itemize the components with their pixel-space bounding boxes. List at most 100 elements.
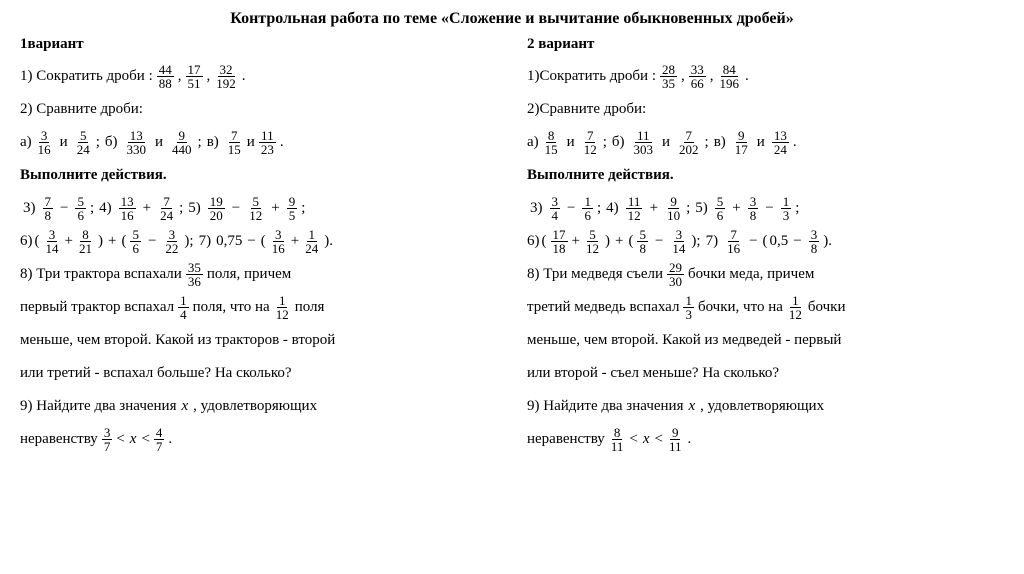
num: 44 <box>157 63 174 77</box>
plus: + <box>143 195 151 222</box>
num: 5 <box>587 228 598 242</box>
num: 7 <box>43 195 54 209</box>
num: 1 <box>683 294 694 308</box>
frac: 14 <box>178 294 189 321</box>
num: 5 <box>78 129 89 143</box>
dot: . <box>168 426 172 453</box>
q6-label: 6) <box>527 228 540 255</box>
den: 4 <box>178 308 189 321</box>
frac: 712 <box>582 129 599 156</box>
den: 8 <box>748 209 759 222</box>
frac: 715 <box>226 129 243 156</box>
semi: ; <box>179 195 183 222</box>
num: 13 <box>119 195 136 209</box>
num: 5 <box>637 228 648 242</box>
num: 3 <box>47 228 58 242</box>
num: 9 <box>736 129 747 143</box>
dot: . <box>280 129 284 156</box>
dot: . <box>793 129 797 156</box>
den: 6 <box>715 209 726 222</box>
den: 8 <box>637 242 648 255</box>
txt: поля, причем <box>207 261 291 288</box>
frac: 910 <box>665 195 682 222</box>
v1-q2-items: а) 316 и 524 ; б) 13330 и 9440 ; в) 715 … <box>20 129 497 156</box>
den: 6 <box>75 209 86 222</box>
num: 13 <box>128 129 145 143</box>
lt: < <box>141 426 149 453</box>
frac: 13 <box>781 195 792 222</box>
frac: 512 <box>247 195 264 222</box>
den: 15 <box>543 143 560 156</box>
frac: 917 <box>733 129 750 156</box>
txt: 9) Найдите два значения <box>527 393 683 420</box>
v2-q8-l2: третий медведь вспахал 13 бочки, что на … <box>527 294 1004 321</box>
minus: − <box>567 195 575 222</box>
den: 8 <box>809 242 820 255</box>
den: 36 <box>186 275 203 288</box>
v2-q9-l2: неравенству 811 < x < 911 . <box>527 426 1004 453</box>
v2-q345: 3) 34 − 16 ; 4) 1112 + 910 ; 5) 56 + 38 … <box>527 195 1004 222</box>
den: 22 <box>163 242 180 255</box>
num: 3 <box>39 129 50 143</box>
txt: , удовлетворяющих <box>700 393 824 420</box>
num: 3 <box>167 228 178 242</box>
q4-label: 4) <box>99 195 112 222</box>
q7-label: 7) <box>199 228 212 255</box>
minus: − <box>749 228 757 255</box>
paren: ( <box>542 228 547 255</box>
frac: 1751 <box>186 63 203 90</box>
den: 192 <box>214 77 238 90</box>
label-a: а) <box>20 129 32 156</box>
frac: 56 <box>130 228 141 255</box>
den: 11 <box>609 440 626 453</box>
frac: 38 <box>748 195 759 222</box>
frac: 821 <box>77 228 94 255</box>
frac: 7202 <box>677 129 701 156</box>
frac: 9440 <box>170 129 194 156</box>
v2-q2: 2)Сравните дроби: <box>527 96 1004 123</box>
num: 19 <box>208 195 225 209</box>
den: 35 <box>660 77 677 90</box>
frac: 47 <box>154 426 165 453</box>
v1-q345: 3) 78 − 56 ; 4) 1316 + 724 ; 5) 1920 − 5… <box>20 195 497 222</box>
frac: 34 <box>550 195 561 222</box>
frac: 78 <box>43 195 54 222</box>
paren: ( <box>763 228 768 255</box>
frac: 56 <box>715 195 726 222</box>
frac: 38 <box>809 228 820 255</box>
label-b: б) <box>105 129 118 156</box>
q6-label: 6) <box>20 228 33 255</box>
v1-q9-l2: неравенству 37 < x < 47 . <box>20 426 497 453</box>
num: 9 <box>668 195 679 209</box>
num: 7 <box>728 228 739 242</box>
frac: 84196 <box>718 63 742 90</box>
num: 32 <box>218 63 235 77</box>
num: 3 <box>273 228 284 242</box>
frac: 1316 <box>119 195 136 222</box>
minus: − <box>247 228 255 255</box>
den: 16 <box>36 143 53 156</box>
paren: ) <box>98 228 103 255</box>
paren: ); <box>691 228 700 255</box>
num: 8 <box>546 129 557 143</box>
txt: неравенству <box>20 426 98 453</box>
semi: ; <box>90 195 94 222</box>
num: 29 <box>667 261 684 275</box>
semi: ; <box>603 129 607 156</box>
v1-q8-l3: меньше, чем второй. Какой из тракторов -… <box>20 327 497 354</box>
den: 51 <box>186 77 203 90</box>
semi: ; <box>597 195 601 222</box>
num: 8 <box>612 426 623 440</box>
den: 330 <box>125 143 149 156</box>
den: 12 <box>626 209 643 222</box>
den: 20 <box>208 209 225 222</box>
num: 1 <box>790 294 801 308</box>
plus: + <box>572 228 580 255</box>
and: и <box>155 129 163 156</box>
txt: бочки <box>808 294 846 321</box>
and: и <box>247 129 255 156</box>
v2-actions: Выполните действия. <box>527 162 1004 189</box>
num: 9 <box>670 426 681 440</box>
semi: ; <box>795 195 799 222</box>
den: 24 <box>303 242 320 255</box>
